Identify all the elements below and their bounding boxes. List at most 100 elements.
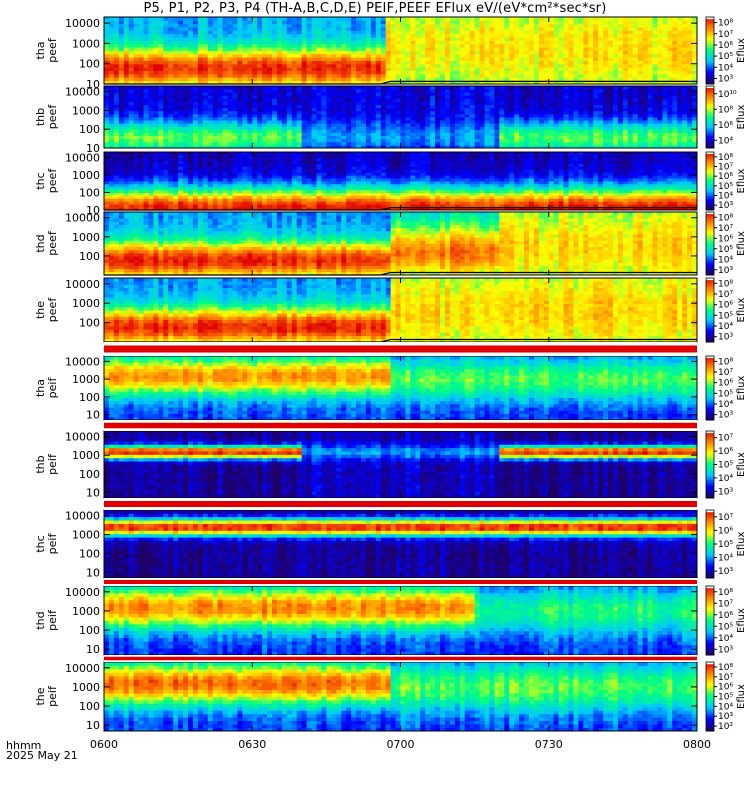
spectrogram-cell — [262, 114, 267, 118]
spectrogram-cell — [247, 30, 252, 34]
spectrogram-cell — [435, 117, 440, 121]
spectrogram-cell — [178, 95, 183, 99]
spectrogram-cell — [381, 86, 386, 90]
spectrogram-cell — [228, 126, 233, 130]
spectrogram-cell — [232, 108, 237, 112]
colorbar-tick-label: 10⁷ — [718, 30, 733, 40]
spectrogram-cell — [277, 105, 282, 109]
spectrogram-cell — [297, 123, 302, 127]
spectrogram-cell — [242, 71, 247, 75]
spectrogram-cell — [494, 30, 499, 34]
spectrogram-cell — [667, 77, 672, 81]
spectrogram-cell — [178, 37, 183, 41]
spectrogram-cell — [519, 24, 524, 28]
spectrogram-cell — [657, 20, 662, 24]
spectrogram-cell — [213, 105, 218, 109]
spectrogram-cell — [144, 89, 149, 93]
spectrogram-cell — [252, 67, 257, 71]
spectrogram-cell — [307, 114, 312, 118]
spectrogram-cell — [287, 117, 292, 121]
spectrogram-cell — [554, 105, 559, 109]
spectrogram-cell — [168, 92, 173, 96]
spectrogram-cell — [302, 30, 307, 34]
spectrogram-cell — [524, 142, 529, 146]
spectrogram-cell — [662, 24, 667, 28]
spectrogram-cell — [376, 129, 381, 133]
spectrogram-cell — [504, 136, 509, 140]
spectrogram-cell — [573, 37, 578, 41]
spectrogram-cell — [569, 95, 574, 99]
spectrogram-cell — [554, 30, 559, 34]
spectrogram-cell — [420, 108, 425, 112]
spectrogram-cell — [193, 40, 198, 44]
spectrogram-cell — [583, 92, 588, 96]
spectrogram-cell — [292, 57, 297, 61]
spectrogram-cell — [653, 126, 658, 130]
spectrogram-cell — [267, 37, 272, 41]
spectrogram-cell — [144, 136, 149, 140]
spectrogram-cell — [410, 67, 415, 71]
spectrogram-cell — [593, 89, 598, 93]
spectrogram-cell — [163, 37, 168, 41]
spectrogram-cell — [267, 120, 272, 124]
spectrogram-cell — [104, 86, 109, 90]
spectrogram-cell — [223, 108, 228, 112]
spectrogram-cell — [603, 117, 608, 121]
spectrogram-cell — [351, 40, 356, 44]
spectrogram-cell — [401, 108, 406, 112]
spectrogram-cell — [598, 67, 603, 71]
spectrogram-cell — [366, 77, 371, 81]
spectrogram-cell — [391, 54, 396, 58]
spectrogram-cell — [648, 57, 653, 61]
spectrogram-cell — [134, 98, 139, 102]
spectrogram-cell — [153, 139, 158, 143]
spectrogram-cell — [193, 120, 198, 124]
spectrogram-cell — [183, 44, 188, 48]
spectrogram-cell — [302, 54, 307, 58]
spectrogram-cell — [549, 47, 554, 51]
spectrogram-cell — [247, 114, 252, 118]
spectrogram-cell — [628, 47, 633, 51]
spectrogram-cell — [282, 67, 287, 71]
spectrogram-cell — [554, 67, 559, 71]
spectrogram-cell — [148, 61, 153, 65]
spectrogram-cell — [312, 142, 317, 146]
spectrogram-cell — [440, 77, 445, 81]
spectrogram-cell — [613, 129, 618, 133]
spectrogram-cell — [381, 77, 386, 81]
spectrogram-cell — [282, 120, 287, 124]
spectrogram-cell — [213, 142, 218, 146]
spectrogram-cell — [677, 120, 682, 124]
spectrogram-cell — [509, 44, 514, 48]
spectrogram-cell — [277, 129, 282, 133]
spectrogram-cell — [307, 34, 312, 38]
spectrogram-cell — [573, 105, 578, 109]
spectrogram-cell — [223, 126, 228, 130]
spectrogram-cell — [420, 139, 425, 143]
spectrogram-cell — [509, 34, 514, 38]
spectrogram-cell — [396, 108, 401, 112]
spectrogram-cell — [687, 30, 692, 34]
spectrogram-cell — [465, 117, 470, 121]
spectrogram-cell — [494, 57, 499, 61]
spectrogram-cell — [124, 133, 129, 137]
spectrogram-cell — [361, 54, 366, 58]
spectrogram-cell — [405, 89, 410, 93]
spectrogram-cell — [109, 117, 114, 121]
spectrogram-cell — [356, 102, 361, 106]
spectrogram-cell — [623, 95, 628, 99]
spectrogram-cell — [282, 40, 287, 44]
spectrogram-cell — [297, 37, 302, 41]
spectrogram-cell — [450, 64, 455, 68]
spectrogram-cell — [307, 51, 312, 55]
spectrogram-cell — [598, 126, 603, 130]
spectrogram-cell — [366, 129, 371, 133]
spectrogram-cell — [376, 64, 381, 68]
spectrogram-cell — [450, 92, 455, 96]
spectrogram-cell — [405, 105, 410, 109]
spectrogram-cell — [114, 34, 119, 38]
spectrogram-cell — [376, 142, 381, 146]
spectrogram-cell — [539, 102, 544, 106]
spectrogram-cell — [381, 61, 386, 65]
spectrogram-cell — [524, 24, 529, 28]
